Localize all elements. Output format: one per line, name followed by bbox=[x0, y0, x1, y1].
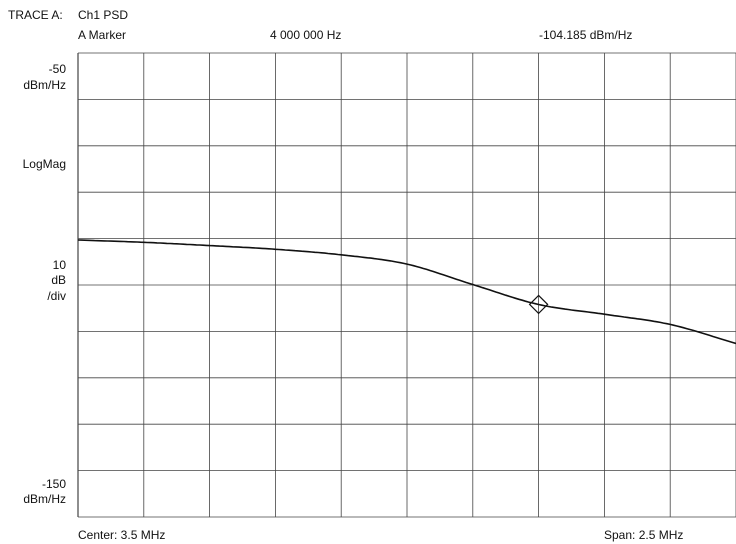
y-top-unit: dBm/Hz bbox=[23, 78, 66, 92]
psd-trace bbox=[77, 239, 736, 345]
scale-unit: dB bbox=[51, 273, 66, 287]
plot-grid bbox=[77, 52, 736, 518]
span-frequency: Span: 2.5 MHz bbox=[604, 528, 684, 542]
y-bottom-unit: dBm/Hz bbox=[23, 492, 66, 506]
format-label: LogMag bbox=[22, 157, 66, 171]
center-frequency: Center: 3.5 MHz bbox=[78, 528, 166, 542]
scale-per-div: /div bbox=[47, 289, 66, 303]
trace-label: TRACE A: bbox=[8, 8, 63, 22]
marker-diamond bbox=[528, 294, 549, 315]
marker-frequency: 4 000 000 Hz bbox=[270, 28, 342, 42]
y-top-value: -50 bbox=[48, 62, 66, 76]
marker-label: A Marker bbox=[78, 28, 127, 42]
scale-value: 10 bbox=[52, 258, 66, 272]
trace-name: Ch1 PSD bbox=[78, 8, 129, 22]
y-bottom-value: -150 bbox=[41, 477, 66, 491]
marker-value: -104.185 dBm/Hz bbox=[539, 28, 633, 42]
